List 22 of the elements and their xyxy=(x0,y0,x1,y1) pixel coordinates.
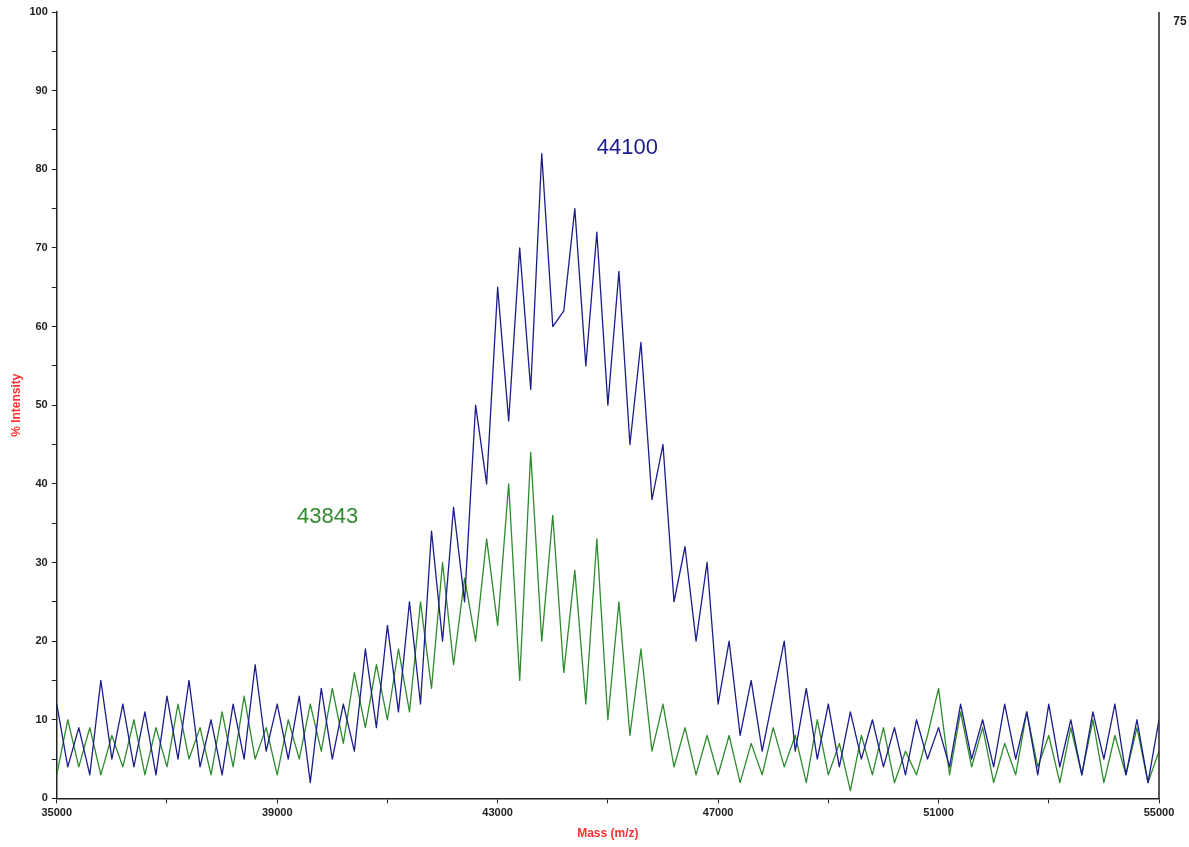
y-tick-label: 0 xyxy=(41,791,48,804)
text: 75 xyxy=(1173,14,1187,29)
y-tick-label: 90 xyxy=(35,83,48,96)
y-tick-label: 70 xyxy=(35,240,48,253)
x-tick-label: 47000 xyxy=(702,806,734,819)
x-tick-label: 51000 xyxy=(923,806,954,819)
x-tick-label: 35000 xyxy=(41,806,73,819)
y-tick-label: 30 xyxy=(35,555,48,568)
y-tick-label: 60 xyxy=(35,319,48,332)
y-tick-label: 50 xyxy=(35,398,48,411)
y-tick-label: 80 xyxy=(35,162,48,175)
y-tick-label: 10 xyxy=(35,712,48,725)
x-axis-title: Mass (m/z) xyxy=(577,826,639,841)
annotation: 44100 xyxy=(596,133,659,159)
y-tick-label: 100 xyxy=(29,5,48,18)
y-axis-title: % Intensity xyxy=(8,373,23,437)
x-tick-label: 43000 xyxy=(482,806,513,819)
x-tick-label: 55000 xyxy=(1143,806,1175,819)
y-tick-label: 20 xyxy=(35,634,48,647)
x-tick-label: 39000 xyxy=(261,806,293,819)
y-tick-label: 40 xyxy=(35,476,48,489)
annotation: 43843 xyxy=(297,503,359,529)
